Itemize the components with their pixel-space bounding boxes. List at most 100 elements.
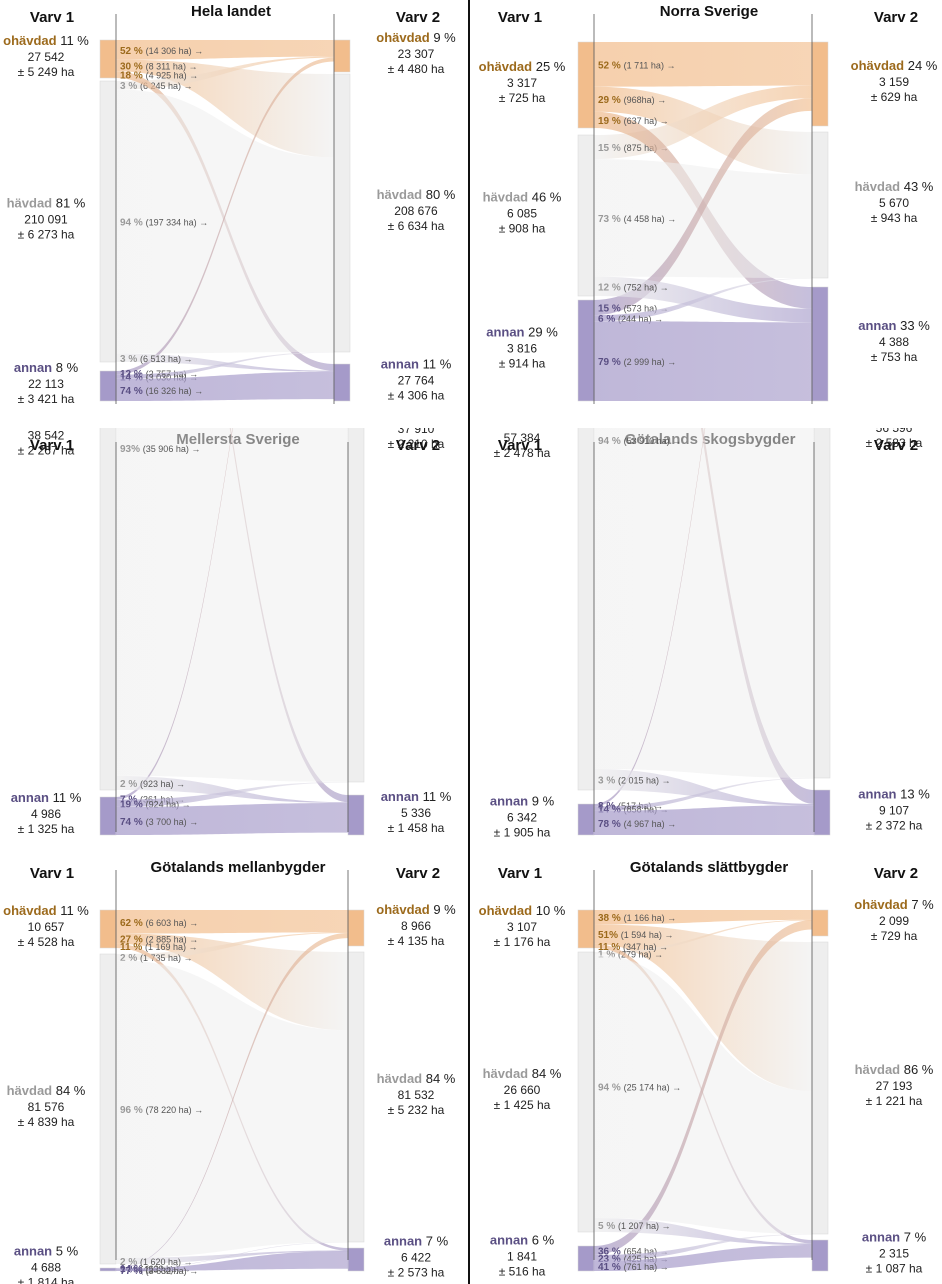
varv1-label: Varv 1 [30, 865, 74, 882]
left-node-havdad [577, 134, 595, 297]
flow-label-annan-to-havdad: 14 % (3 030 ha) → [120, 373, 198, 384]
panel-gotalands-mellanbygder: Götalands mellanbygder Varv 1 Varv 2 62 % (… [3, 859, 456, 1284]
panel-title: Götalands mellanbygder [150, 859, 325, 876]
left-annan-label: annan 11 % [11, 790, 82, 805]
flow-label-havdad-to-ohavdad: 2 % (1 735 ha) → [120, 953, 193, 964]
flow-label-havdad-to-annan: 3 % (6 513 ha) → [120, 354, 193, 365]
flow-label-ohavdad-to-havdad: 30 % (8 311 ha) → [120, 61, 197, 72]
right-havdad-ci: ± 1 221 ha [866, 1094, 923, 1108]
left-annan-label: annan 6 % [490, 1233, 555, 1248]
left-havdad-label: hävdad 84 % [7, 1083, 86, 1098]
right-annan-ci: ± 753 ha [871, 350, 918, 364]
flow-annan-to-havdad [594, 1234, 812, 1261]
varv1-label: Varv 1 [30, 9, 74, 26]
left-node-havdad [577, 428, 595, 791]
left-annan-ci: ± 3 421 ha [18, 392, 75, 406]
flow-label-annan-to-annan: 77 % (3 632 ha) → [120, 1266, 198, 1277]
panel-title: Götalands slättbygder [630, 859, 789, 876]
left-node-annan [577, 803, 595, 836]
varv2-label: Varv 2 [396, 437, 440, 454]
left-node-havdad [577, 951, 595, 1233]
flow-label-havdad-to-annan: 3 % (2 015 ha) → [598, 776, 671, 787]
flow-label-annan-to-ohavdad: 36 % (654 ha) → [598, 1247, 669, 1258]
right-havdad-label: hävdad 86 % [855, 1062, 934, 1077]
flow-havdad-to-ohavdad [116, 932, 348, 961]
flow-annan-to-annan [594, 1244, 812, 1271]
left-ohavdad-label: ohävdad 11 % [3, 903, 89, 918]
flow-havdad-to-havdad [116, 960, 348, 1258]
right-annan-label: annan 13 % [858, 787, 930, 802]
flow-havdad-to-annan [116, 353, 334, 372]
panel-norra-sverige: Norra Sverige Varv 1 Varv 2 52 % (1 711 ha)… [479, 3, 938, 404]
left-havdad-ci: ± 908 ha [499, 222, 546, 236]
right-ohavdad-ci: ± 629 ha [871, 90, 918, 104]
right-annan-label: annan 7 % [862, 1230, 927, 1245]
flow-label-ohavdad-to-ohavdad: 52 % (14 306 ha) → [120, 46, 203, 57]
flow-havdad-to-ohavdad [594, 919, 812, 955]
right-havdad-ci: ± 2 210 ha [388, 437, 445, 451]
panel-gotalands-slattbygder: Götalands slättbygder Varv 1 Varv 2 38 % (1… [479, 859, 935, 1279]
right-annan-area: 9 107 [879, 804, 909, 818]
panel-title: Hela landet [191, 3, 271, 20]
flow-annan-to-havdad [594, 778, 814, 811]
flow-havdad-to-havdad [594, 159, 812, 278]
flow-label-ohavdad-to-ohavdad: 52 % (1 711 ha) → [598, 60, 675, 71]
flow-label-havdad-to-annan: 12 % (752 ha) → [598, 282, 669, 293]
right-havdad-label: hävdad 84 % [377, 1071, 456, 1086]
flow-label-havdad-to-ohavdad: 3 % (6 245 ha) → [120, 81, 193, 92]
right-annan-ci: ± 1 087 ha [866, 1262, 923, 1276]
flow-label-annan-to-havdad: 23 % (425 ha) → [598, 1254, 669, 1265]
left-ohavdad-area: 3 107 [507, 920, 537, 934]
flow-ohavdad-to-ohavdad [116, 40, 334, 60]
flow-label-ohavdad-to-annan: 11 % (1 169 ha) → [120, 942, 198, 953]
varv2-label: Varv 2 [396, 9, 440, 26]
flow-label-annan-to-havdad: 6 % (244 ha) → [598, 314, 663, 325]
flow-havdad-to-havdad [594, 428, 814, 778]
right-havdad-area: 81 532 [398, 1088, 435, 1102]
flow-label-havdad-to-havdad: 73 % (4 458 ha) → [598, 214, 676, 225]
left-ohavdad-ci: ± 5 249 ha [18, 65, 75, 79]
flow-label-ohavdad-to-ohavdad: 38 % (1 166 ha) → [598, 913, 676, 924]
left-node-annan [577, 299, 595, 402]
varv2-label: Varv 2 [874, 437, 918, 454]
left-havdad-ci: ± 1 425 ha [494, 1098, 551, 1112]
right-annan-area: 27 764 [398, 374, 435, 388]
left-havdad-area: 26 660 [504, 1083, 541, 1097]
left-havdad-area: 81 576 [28, 1100, 65, 1114]
right-annan-area: 2 315 [879, 1247, 909, 1261]
flow-label-havdad-to-annan: 2 % (1 620 ha) → [120, 1257, 193, 1268]
right-ohavdad-area: 2 099 [879, 914, 909, 928]
left-ohavdad-area: 10 657 [28, 920, 65, 934]
left-node-ohavdad [577, 41, 595, 129]
right-ohavdad-area: 3 159 [879, 75, 909, 89]
varv1-label: Varv 1 [498, 865, 542, 882]
left-node-ohavdad [99, 909, 117, 949]
right-havdad-ci: ± 943 ha [871, 211, 918, 225]
flow-ohavdad-to-ohavdad [594, 910, 812, 925]
flow-ohavdad-to-havdad [594, 86, 812, 175]
flow-annan-to-annan [116, 1250, 348, 1271]
flow-label-havdad-to-havdad: 94 % (197 334 ha) → [120, 218, 208, 229]
flow-annan-to-annan [116, 803, 348, 835]
left-node-annan [99, 1267, 117, 1272]
flow-label-ohavdad-to-annan: 19 % (637 ha) → [598, 116, 669, 127]
right-node-havdad [813, 428, 831, 779]
left-ohavdad-label: ohävdad 10 % [479, 903, 566, 918]
flow-annan-to-annan [594, 805, 814, 835]
left-havdad-label: hävdad 46 % [483, 190, 562, 205]
flow-label-ohavdad-to-annan: 11 % (347 ha) → [598, 942, 668, 953]
right-node-havdad [811, 941, 829, 1235]
left-node-annan [577, 1245, 595, 1272]
right-havdad-area: 5 670 [879, 196, 909, 210]
left-annan-ci: ± 1 325 ha [18, 822, 75, 836]
right-annan-ci: ± 2 573 ha [388, 1266, 445, 1280]
flow-annan-to-havdad [594, 278, 812, 322]
flow-label-havdad-to-annan: 5 % (1 207 ha) → [598, 1221, 671, 1232]
left-annan-ci: ± 1 905 ha [494, 826, 551, 840]
right-havdad-label: hävdad 43 % [855, 179, 934, 194]
right-annan-ci: ± 4 306 ha [388, 389, 445, 403]
left-node-havdad [99, 953, 117, 1265]
right-havdad-ci: ± 2 583 ha [866, 436, 923, 450]
varv2-label: Varv 2 [396, 865, 440, 882]
flow-label-annan-to-annan: 78 % (4 967 ha) → [598, 819, 676, 830]
